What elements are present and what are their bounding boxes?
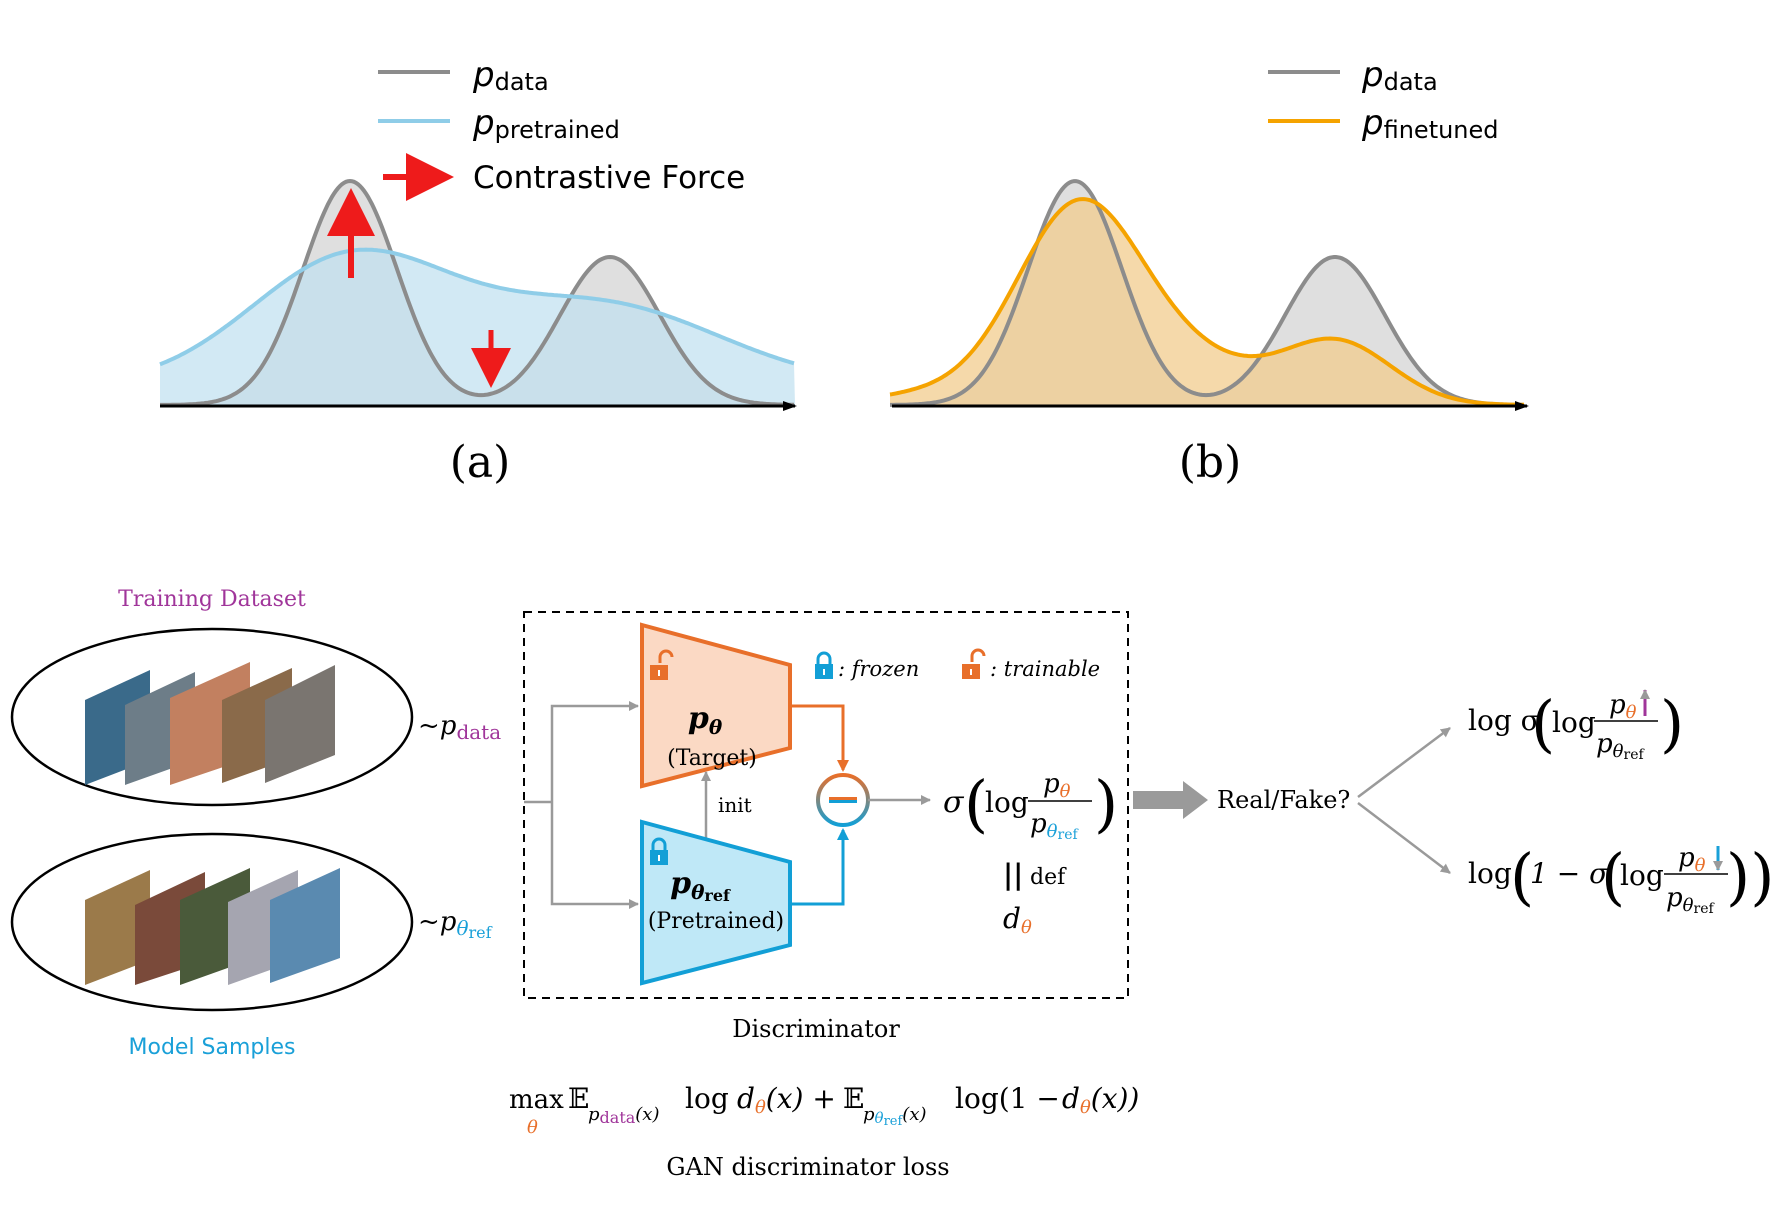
branch-arrow-real [1357,727,1451,798]
unlock-icon [650,649,674,680]
out-real-pre: log σ [1468,704,1540,737]
pretrained-name: (Pretrained) [648,909,784,934]
output-real-expression: log σ ( log pθ pθref ) [1468,687,1684,763]
loss-d1: dθ(x) + [737,1082,836,1118]
image-thumb [85,870,150,985]
target-name: (Target) [667,746,757,771]
real-fake-label: Real/Fake? [1217,786,1350,814]
def-bars: || [1003,858,1023,891]
legend-finetuned-label: pfinetuned [1361,103,1499,144]
out-real-log: log [1552,706,1596,739]
sigma-paren-left: ( [964,767,988,840]
pretrained-symbol: pθref [670,866,731,905]
discriminator-label: Discriminator [732,1015,900,1043]
pipeline: Training Dataset ~pdata ~pθref Model Sam… [10,587,1770,1181]
sigma-paren-right: ) [1094,767,1118,840]
out-real-paren-left: ( [1531,687,1555,760]
lock-icon [650,837,668,865]
panel-a: pdata ppretrained Contrastive Force (a) [159,55,797,488]
frozen-lock-icon [815,651,833,679]
out-fake-num: pθ [1678,843,1706,876]
panel-b-caption: (b) [1179,437,1242,488]
legend-force-label: Contrastive Force [473,160,745,196]
input-to-target [550,701,639,802]
legend-b-data-label: pdata [1361,55,1438,96]
sigma-num: pθ [1043,769,1071,802]
branch-arrow-fake [1357,802,1451,874]
panel-b-data-curve [890,179,1524,407]
model-samples-ellipse [10,832,414,1012]
sigma-den: pθref [1030,809,1079,843]
panel-b: pdata pfinetuned (b) [889,55,1529,488]
trainable-lock-icon [962,648,986,679]
init-label: init [718,793,752,817]
image-thumb [270,868,340,983]
loss-log1: log [685,1082,729,1115]
frozen-legend: : frozen [838,657,919,681]
pretrained-to-minus [790,828,849,906]
loss-e2: 𝔼 [843,1082,864,1115]
out-fake-one-minus: 1 − σ [1530,857,1609,890]
sigma-symbol: σ [943,785,965,820]
model-samples-label: Model Samples [129,1035,296,1060]
training-dataset-label: Training Dataset [118,587,306,612]
model-images [85,868,340,985]
out-fake-paren-right: )) [1726,840,1770,913]
tilde-data-label: ~pdata [418,711,501,744]
def-label: def [1030,865,1067,890]
target-symbol: pθ [688,701,723,739]
out-fake-pre: log [1468,857,1512,890]
panel-a-pretrained-fill [160,249,795,405]
sigma-expression: σ ( log pθ pθref ) [943,767,1118,843]
panel-a-caption: (a) [450,437,511,488]
loss-caption: GAN discriminator loss [666,1153,949,1181]
loss-e2-sub: pθref(x) [863,1104,927,1129]
out-fake-paren-left: ( [1510,840,1534,913]
minus-sign-top [829,797,857,800]
panel-a-pretrained-curve [159,247,795,367]
sigma-log: log [985,786,1029,819]
tilde-ref-label: ~pθref [418,907,493,942]
minus-sign-bottom [829,800,857,803]
gan-loss-equation: max θ 𝔼 pdata(x) log dθ(x) + 𝔼 pθref(x) … [509,1082,1139,1138]
d-theta: dθ [1003,902,1032,938]
legend-data-label: pdata [472,55,549,96]
trainable-legend: : trainable [990,657,1100,681]
loss-max: max [509,1085,564,1115]
loss-e1-sub: pdata(x) [588,1104,659,1127]
pretrained-model [640,819,792,986]
training-dataset-ellipse [10,627,414,807]
panel-b-finetuned-fill [890,199,1525,405]
loss-log2: log(1 − [955,1082,1060,1115]
out-fake-den: pθref [1666,883,1715,917]
out-fake-paren-left-2: ( [1601,840,1625,913]
target-to-minus [790,704,849,772]
panel-b-finetuned-curve [889,197,1524,407]
input-to-pretrained [550,802,639,909]
discriminator-box [523,611,1129,999]
big-gray-arrow [1133,781,1208,819]
legend-pretrained-label: ppretrained [472,103,620,144]
output-fake-expression: log ( 1 − σ ( log pθ pθref )) [1468,840,1770,917]
training-images [85,662,335,785]
loss-max-sub: θ [527,1117,538,1138]
loss-e1: 𝔼 [568,1082,589,1115]
loss-d2: dθ(x)) [1062,1082,1139,1118]
out-fake-log: log [1620,859,1664,892]
image-thumb [265,665,335,783]
panel-a-data-curve [160,178,794,407]
target-model [640,622,792,789]
out-real-paren-right: ) [1660,687,1684,760]
out-real-num: pθ [1609,690,1637,723]
out-real-den: pθref [1596,729,1645,763]
